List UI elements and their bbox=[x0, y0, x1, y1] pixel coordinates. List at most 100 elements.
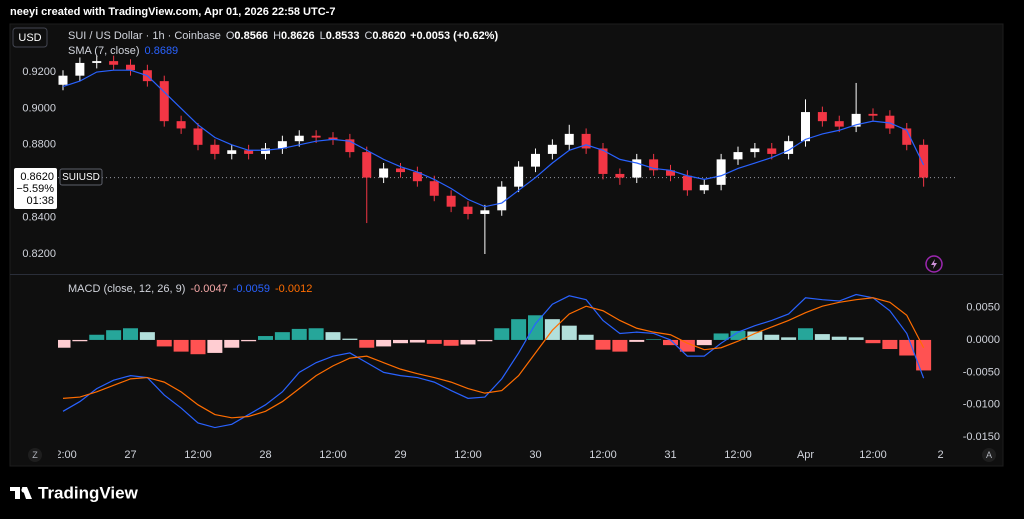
logo-dot bbox=[21, 487, 27, 493]
x-tick-label: 12:00 bbox=[184, 449, 212, 461]
y2-tick-label: 0.0000 bbox=[966, 334, 1000, 346]
histogram-bar bbox=[359, 339, 375, 348]
candle-body bbox=[193, 128, 203, 145]
indicator-line bbox=[62, 297, 925, 419]
ohlc-value: 0.8533 bbox=[326, 30, 360, 42]
candle-body bbox=[92, 61, 102, 63]
histogram-bar bbox=[561, 325, 577, 340]
x-tick-label: 12:00 bbox=[454, 449, 482, 461]
candle-body bbox=[277, 141, 287, 149]
currency-label[interactable]: USD bbox=[18, 32, 41, 44]
indicator-legend: SMA (7, close) 0.8689 bbox=[68, 45, 178, 57]
x-tick-label: 12:00 bbox=[589, 449, 617, 461]
zoom-button[interactable] bbox=[28, 448, 42, 462]
candle-body bbox=[767, 148, 777, 154]
candle-body bbox=[244, 150, 254, 154]
overlay: 0.9200 0.9000 0.8800 0.8400 0.8200 SUI / US D… bbox=[14, 30, 1000, 443]
x-tick-label: 31 bbox=[664, 449, 676, 461]
x-tick-label: 12:00 bbox=[724, 449, 752, 461]
histogram-bar bbox=[663, 339, 678, 346]
histogram-bar bbox=[629, 339, 645, 342]
histogram-bar bbox=[528, 315, 543, 340]
zoom-label[interactable]: Z bbox=[32, 450, 38, 460]
candle-body bbox=[210, 144, 220, 154]
histogram-bar bbox=[443, 339, 459, 346]
candle-body bbox=[396, 168, 405, 173]
candle-body bbox=[851, 113, 861, 127]
legend: SUI / US Dollar · 1h · Coinbase O0.8566 H0… bbox=[68, 30, 498, 42]
credit: neeyi created with TradingView.com, Apr … bbox=[10, 6, 335, 18]
y2-tick-label: -0.0150 bbox=[963, 431, 1000, 443]
candle-body bbox=[682, 175, 692, 191]
candle-body bbox=[109, 61, 119, 65]
candle-body bbox=[784, 141, 794, 154]
candle-body bbox=[801, 112, 810, 142]
histogram-bar bbox=[696, 339, 712, 346]
histogram-bar bbox=[72, 339, 88, 342]
symbol-tag: SUIUSD bbox=[62, 172, 100, 183]
auto-scale-button[interactable] bbox=[982, 448, 996, 462]
histogram-bar bbox=[865, 339, 881, 344]
histogram-bar bbox=[477, 339, 493, 342]
candle-body bbox=[480, 210, 490, 214]
price-change: −5.59% bbox=[16, 183, 54, 195]
candle-body bbox=[328, 137, 338, 140]
candle-body bbox=[598, 148, 608, 174]
candle-body bbox=[345, 139, 355, 153]
histogram-bar bbox=[156, 339, 172, 347]
x-tick-label: 2 bbox=[937, 449, 943, 461]
histogram-value: -0.0047 bbox=[190, 283, 227, 295]
y-tick-label: 0.9200 bbox=[22, 66, 56, 78]
histogram-bar bbox=[511, 319, 527, 340]
candle-body bbox=[463, 206, 473, 214]
ohlc-value: 0.8620 bbox=[372, 30, 406, 42]
histogram-bar bbox=[798, 328, 813, 340]
histogram-bar bbox=[730, 330, 746, 340]
histogram-bar bbox=[595, 339, 611, 350]
auto-scale-label[interactable]: A bbox=[986, 450, 992, 460]
histogram-bar bbox=[393, 339, 408, 344]
candle-body bbox=[531, 153, 540, 167]
alert-icon[interactable] bbox=[925, 255, 943, 273]
indicator-value: 0.8689 bbox=[145, 45, 179, 57]
x-tick-label: 12:00 bbox=[319, 449, 347, 461]
histogram-bar bbox=[376, 339, 392, 347]
candle-body bbox=[227, 150, 237, 154]
ohlc-key: O bbox=[226, 30, 235, 42]
candle-body bbox=[379, 168, 389, 178]
symbol-title: SUI / US Dollar · 1h · Coinbase bbox=[68, 30, 221, 42]
x-tick-label: 27 bbox=[124, 449, 136, 461]
histogram-bar bbox=[916, 339, 932, 371]
candle-body bbox=[159, 81, 169, 122]
indicator-name: SMA (7, close) bbox=[68, 45, 140, 57]
histogram-bar bbox=[494, 328, 510, 340]
histogram-bar bbox=[831, 336, 847, 340]
candle-body bbox=[58, 75, 68, 85]
candle-body bbox=[902, 128, 912, 145]
candle-body bbox=[261, 148, 270, 154]
histogram-bar bbox=[224, 339, 240, 348]
currency-button[interactable] bbox=[12, 27, 48, 48]
y-tick-label: 0.8400 bbox=[22, 212, 56, 224]
histogram-bar bbox=[882, 339, 898, 350]
histogram-bar bbox=[123, 328, 138, 340]
histogram-bar bbox=[291, 328, 307, 340]
histogram-bar bbox=[274, 332, 290, 340]
macd-title: MACD (close, 12, 26, 9) bbox=[68, 283, 185, 295]
countdown: 01:38 bbox=[26, 195, 54, 207]
candle-body bbox=[868, 113, 878, 116]
candle-body bbox=[294, 135, 304, 142]
candle-body bbox=[716, 159, 726, 185]
indicator-line bbox=[62, 69, 925, 208]
line-value: -0.0012 bbox=[275, 283, 312, 295]
price-box bbox=[14, 168, 57, 209]
candle-body bbox=[497, 186, 507, 211]
candle-body bbox=[176, 121, 186, 129]
line-value: -0.0059 bbox=[233, 283, 270, 295]
indicator-line bbox=[62, 293, 925, 429]
histogram-bar bbox=[106, 330, 122, 340]
histogram-bar bbox=[747, 331, 763, 340]
candle-body bbox=[666, 170, 675, 176]
candle-body bbox=[750, 148, 760, 153]
